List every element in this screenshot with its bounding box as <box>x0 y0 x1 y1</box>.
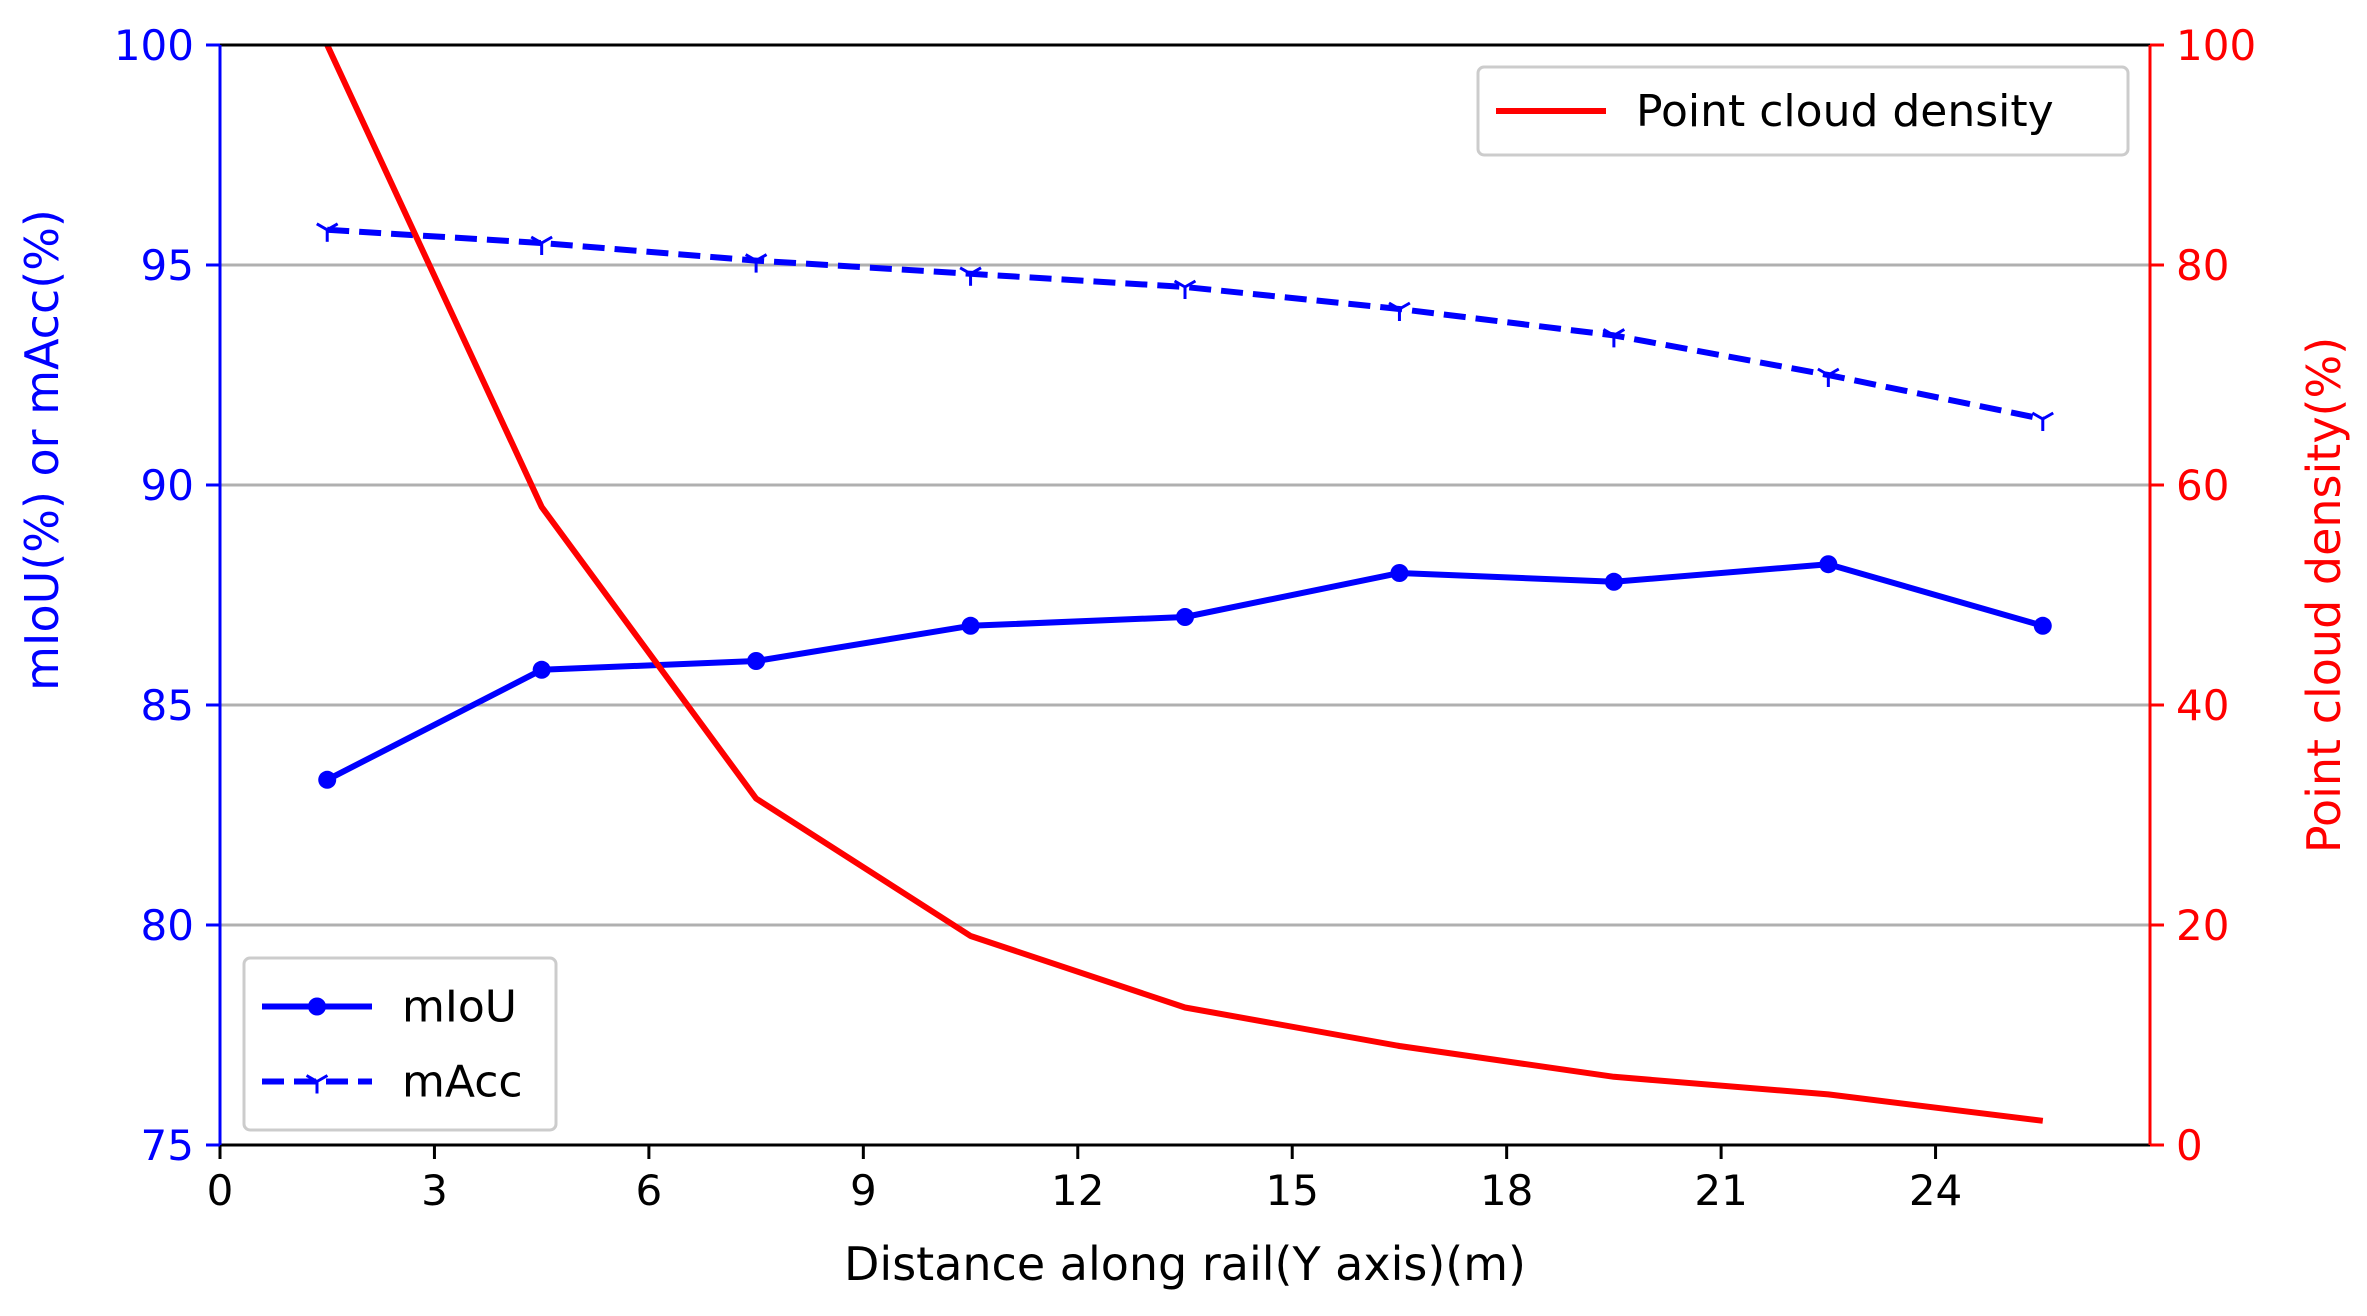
point-macc-4 <box>1173 279 1197 299</box>
x-tick-label-15: 15 <box>1265 1166 1318 1215</box>
left-y-tick-label-75: 75 <box>141 1121 194 1170</box>
series-line-miou <box>325 561 2044 783</box>
left-y-tick-label-100: 100 <box>114 21 194 70</box>
legend-left-label-macc: mAcc <box>402 1057 523 1108</box>
left-y-tick-label-95: 95 <box>141 241 194 290</box>
point-macc-5-arm-2 <box>1398 301 1411 311</box>
point-macc-7-arm-2 <box>1827 367 1840 377</box>
point-macc-7 <box>1817 367 1840 387</box>
point-miou-2 <box>747 652 766 670</box>
point-macc-8 <box>2031 411 2054 431</box>
right-y-tick-label-0: 0 <box>2176 1121 2203 1170</box>
point-macc-2-arm-1 <box>744 253 757 262</box>
point-macc-1 <box>530 235 553 255</box>
series-layer <box>316 45 2054 1124</box>
point-macc-5 <box>1388 301 1411 321</box>
left-y-tick-label-90: 90 <box>141 461 194 510</box>
point-macc-1-arm-1 <box>530 235 543 245</box>
left-y-axis-label: mIoU(%) or mAcc(%) <box>15 209 69 691</box>
point-miou-6 <box>1604 572 1623 591</box>
legend-left-marker-macc <box>305 1074 329 1094</box>
point-macc-6-arm-1 <box>1602 328 1615 337</box>
point-macc-6-arm-2 <box>1613 328 1626 337</box>
right-y-tick-label-100: 100 <box>2176 21 2256 70</box>
point-macc-8-arm-1 <box>2031 411 2044 421</box>
x-tick-label-12: 12 <box>1051 1166 1104 1215</box>
legends-layer: mIoU mAcc Point cloud density <box>242 65 2130 1132</box>
point-macc-0-arm-2 <box>326 222 339 232</box>
point-miou-7 <box>1819 555 1838 574</box>
point-miou-5 <box>1390 564 1409 582</box>
legend-left-marker-miou <box>308 997 326 1016</box>
legend-right-label-point-cloud-density: Point cloud density <box>1636 86 2054 137</box>
x-tick-label-0: 0 <box>207 1166 234 1215</box>
right-y-axis-label: Point cloud density(%) <box>2297 337 2351 853</box>
x-tick-label-21: 21 <box>1694 1166 1747 1215</box>
point-macc-7-arm-1 <box>1817 367 1830 377</box>
x-axis-label: Distance along rail(Y axis)(m) <box>844 1237 1526 1291</box>
x-tick-label-18: 18 <box>1480 1166 1533 1215</box>
right-y-tick-label-80: 80 <box>2176 241 2229 290</box>
right-y-tick-label-40: 40 <box>2176 681 2229 730</box>
legend-left-label-miou: mIoU <box>402 982 517 1033</box>
x-tick-label-3: 3 <box>421 1166 448 1215</box>
legend-right-frame <box>1476 65 2130 157</box>
point-macc-3-arm-2 <box>969 266 982 276</box>
point-macc-4-arm-2 <box>1184 279 1197 289</box>
point-miou-1 <box>532 660 551 679</box>
axes-layer: 0 3 6 9 12 15 18 21 24 75 80 85 90 95 100 0 20 40 60 80 100 <box>114 21 2256 1215</box>
left-y-tick-label-80: 80 <box>141 901 194 950</box>
legend-left-marker-macc-arm-2 <box>316 1074 329 1083</box>
point-macc-0-arm-1 <box>316 222 328 232</box>
point-macc-6 <box>1602 328 1626 348</box>
point-macc-0 <box>316 222 339 242</box>
legend-left-marker-macc-arm-1 <box>305 1074 318 1083</box>
point-macc-3 <box>959 266 982 286</box>
point-macc-2 <box>744 253 768 273</box>
point-macc-8-arm-2 <box>2042 411 2054 421</box>
x-tick-label-9: 9 <box>850 1166 877 1215</box>
point-miou-8 <box>2033 616 2052 635</box>
point-macc-2-arm-2 <box>755 253 768 262</box>
series-line-point-cloud-density <box>324 45 2044 1124</box>
point-macc-3-arm-1 <box>959 266 972 276</box>
point-miou-3 <box>961 616 980 635</box>
point-miou-4 <box>1176 608 1194 626</box>
series-line-macc <box>327 226 2044 422</box>
point-macc-4-arm-1 <box>1173 279 1186 289</box>
right-y-tick-label-20: 20 <box>2176 901 2229 950</box>
x-tick-label-24: 24 <box>1909 1166 1962 1215</box>
point-macc-1-arm-2 <box>540 235 553 245</box>
point-miou-0 <box>318 770 337 789</box>
x-tick-label-6: 6 <box>636 1166 663 1215</box>
left-y-tick-label-85: 85 <box>141 681 194 730</box>
right-y-tick-label-60: 60 <box>2176 461 2229 510</box>
point-macc-5-arm-1 <box>1388 301 1401 311</box>
